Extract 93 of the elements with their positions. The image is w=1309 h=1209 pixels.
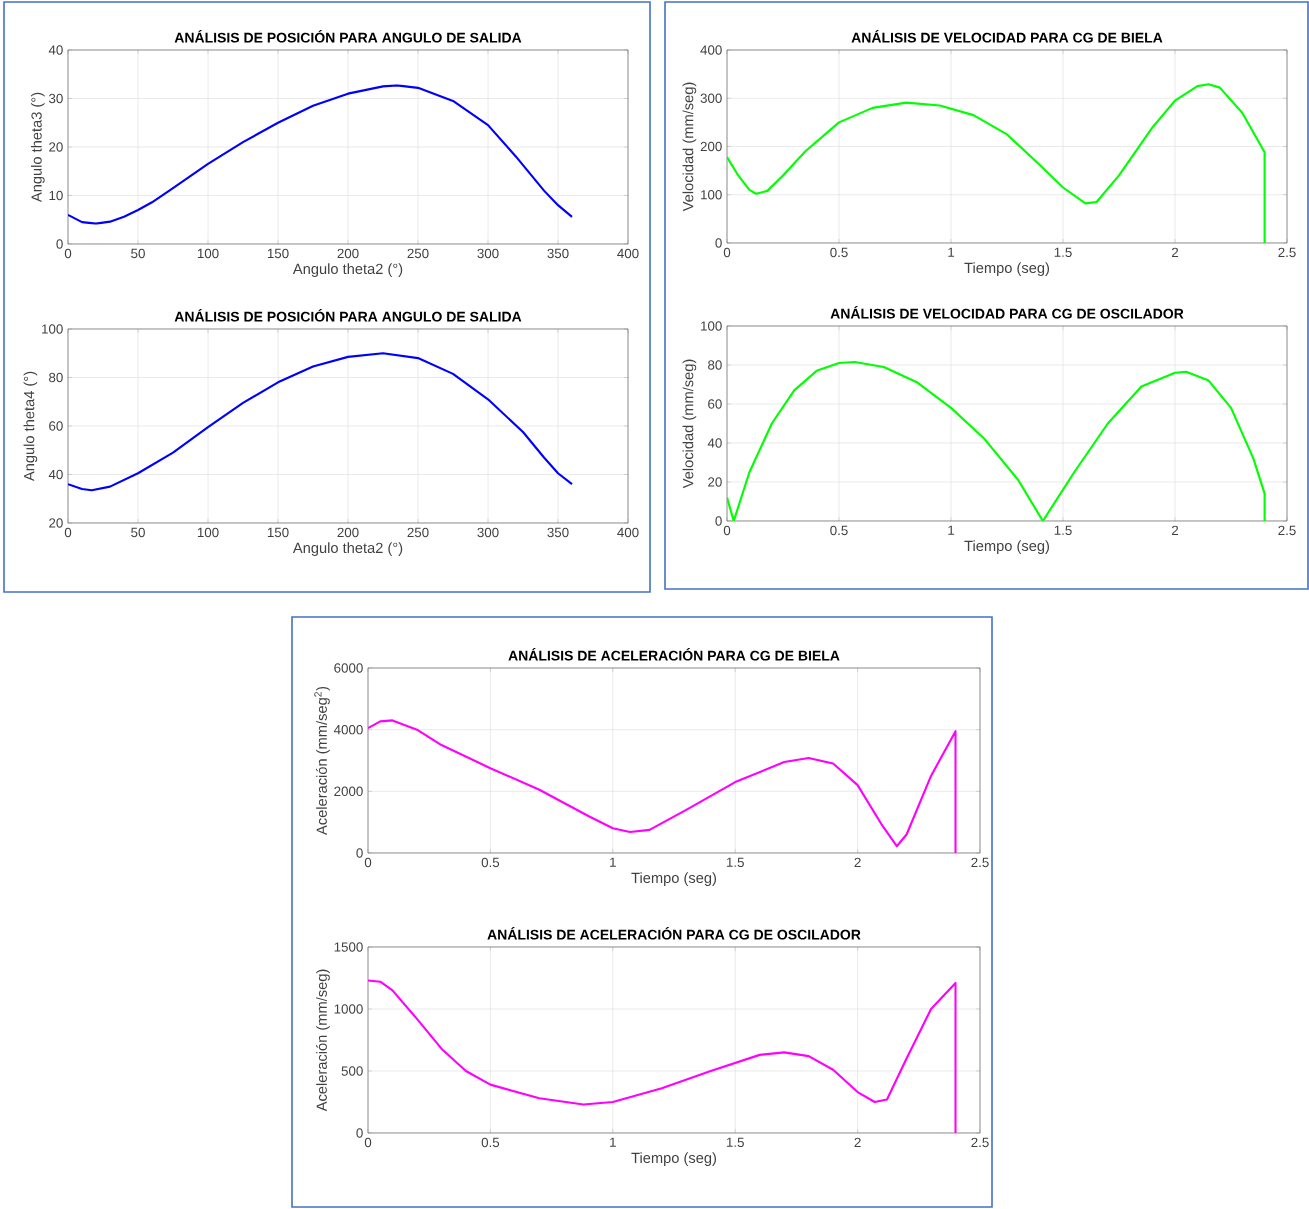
x-tick-label: 0 [64,527,72,538]
y-tick-label: 40 [707,438,722,448]
x-tick-label: 0.5 [830,247,848,258]
y-tick-label: 300 [700,93,722,103]
y-tick-label: 100 [701,321,722,331]
y-tick-label: 1500 [334,942,363,952]
line-series [368,979,957,1133]
x-axis-title: Tiempo (seg) [964,262,1049,276]
y-tick-label: 0 [356,1128,363,1138]
y-axis-title: Velocidad (mm/seg) [682,82,697,212]
y-tick-label: 30 [48,93,63,104]
y-tick-label: 4000 [333,724,363,735]
x-axis-title: Angulo theta2 (°) [292,263,403,277]
x-tick-label: 400 [617,248,639,259]
x-axis-title: Tiempo (seg) [631,1152,716,1166]
x-tick-label: 0.5 [481,1137,500,1148]
y-tick-label: 100 [42,324,63,334]
line-series [727,360,1266,521]
y-tick-label: 400 [700,45,722,55]
x-tick-label: 1.5 [726,1137,744,1147]
x-axis-title: Tiempo (seg) [964,540,1049,554]
x-tick-label: 50 [131,527,145,538]
x-tick-label: 2.5 [971,857,989,868]
x-tick-label: 2 [854,1137,861,1148]
y-tick-label: 2000 [334,786,363,797]
y-tick-label: 500 [341,1066,363,1076]
line-series [727,83,1266,243]
x-tick-label: 2.5 [971,1137,989,1148]
x-tick-label: 0 [723,525,731,536]
x-tick-label: 0 [723,247,731,258]
y-axis-title: Aceleración (mm/seg$^{2}$) [314,686,330,835]
x-tick-label: 150 [267,248,289,259]
x-tick-label: 0 [364,857,372,868]
x-tick-label: 1 [610,1137,616,1147]
x-tick-label: 100 [197,527,219,538]
x-tick-label: 300 [477,248,499,259]
x-tick-label: 2 [1171,247,1179,257]
x-tick-label: 0 [364,1137,372,1148]
y-tick-label: 0 [715,238,722,248]
y-tick-label: 0 [356,848,363,858]
x-tick-label: 1 [610,857,616,867]
chart-title: ANÁLISIS DE VELOCIDAD PARA CG DE BIELA [851,30,1163,43]
x-tick-label: 0 [64,248,72,259]
y-tick-label: 0 [715,516,722,526]
y-axis-title: Aceleración (mm/seg) [315,969,330,1112]
x-tick-label: 1.5 [1054,247,1072,257]
x-axis-title: Angulo theta2 (°) [292,542,403,556]
y-tick-label: 80 [708,360,722,370]
x-tick-label: 2.5 [1278,247,1296,258]
y-tick-label: 20 [49,518,63,528]
x-tick-label: 250 [407,527,429,538]
y-tick-label: 20 [708,477,722,487]
y-tick-label: 60 [49,421,63,431]
x-tick-label: 150 [267,527,289,538]
x-axis-title: Tiempo (seg) [631,872,716,886]
chart-title: ANÁLISIS DE ACELERACIÓN PARA CG DE OSCILADOR [487,927,861,940]
chart-title: ANÁLISIS DE VELOCIDAD PARA CG DE OSCILADOR [830,306,1184,319]
x-tick-label: 100 [197,248,219,259]
y-tick-label: 10 [49,190,63,201]
y-tick-label: 100 [701,190,722,200]
y-tick-label: 1000 [334,1004,363,1014]
y-tick-label: 40 [48,45,63,55]
x-tick-label: 250 [407,248,429,259]
line-series [368,719,957,853]
y-axis-title: Angulo theta4 (°) [23,371,38,482]
y-axis-title: Angulo theta3 (°) [30,92,45,203]
x-tick-label: 1 [948,525,955,535]
chart-title: ANÁLISIS DE POSICIÓN PARA ANGULO DE SALIDA [174,309,522,322]
y-tick-label: 6000 [334,663,363,673]
x-tick-label: 2.5 [1278,525,1296,536]
x-tick-label: 350 [547,527,569,538]
chart-title: ANÁLISIS DE ACELERACIÓN PARA CG DE BIELA [508,648,840,661]
x-tick-label: 2 [854,857,861,867]
y-tick-label: 40 [48,469,63,480]
x-tick-label: 50 [131,248,145,259]
y-axis-title: Velocidad (mm/seg) [682,359,697,489]
chart-title: ANÁLISIS DE POSICIÓN PARA ANGULO DE SALIDA [174,30,522,43]
y-tick-label: 0 [56,239,63,249]
x-tick-label: 0.5 [830,525,848,536]
y-tick-label: 20 [49,142,63,152]
x-tick-label: 350 [547,248,569,259]
line-series [68,84,574,225]
x-tick-label: 400 [617,527,639,538]
y-tick-label: 80 [49,372,63,383]
line-series [68,352,574,492]
x-tick-label: 1 [948,247,955,257]
y-tick-label: 60 [708,399,722,409]
x-tick-label: 2 [1171,525,1179,535]
x-tick-label: 300 [477,527,499,538]
x-tick-label: 1.5 [1054,525,1072,535]
x-tick-label: 0.5 [481,857,500,868]
x-tick-label: 1.5 [726,857,744,867]
y-tick-label: 200 [700,141,722,152]
